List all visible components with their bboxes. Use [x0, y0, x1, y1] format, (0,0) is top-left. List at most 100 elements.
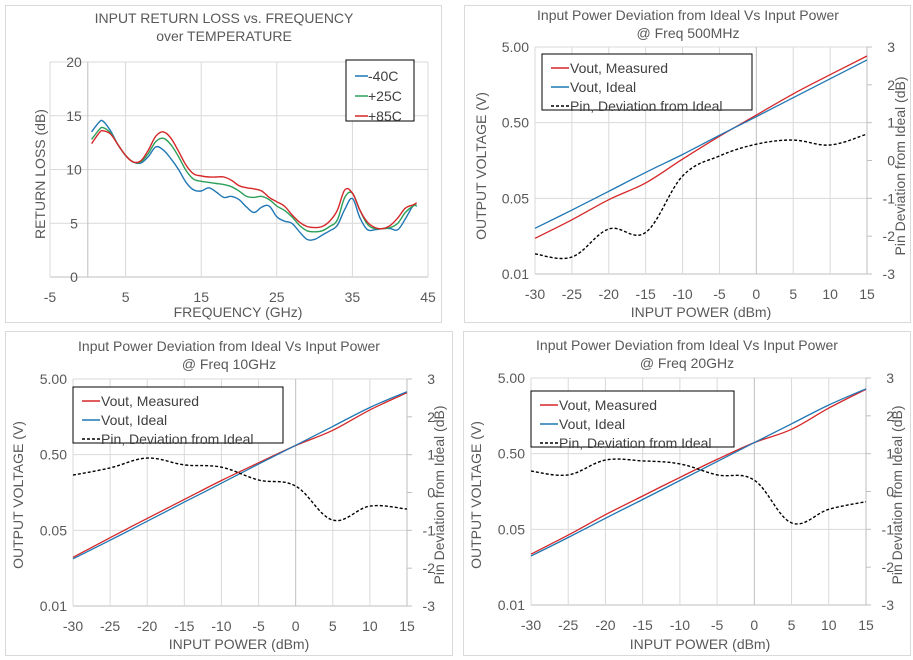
y2-tick-label: -1 — [882, 521, 895, 537]
y2-tick-label: 2 — [887, 77, 895, 93]
return-loss-chart: INPUT RETURN LOSS vs. FREQUENCY over TEM… — [32, 10, 436, 320]
x-tick-label: 35 — [345, 289, 361, 305]
legend-box — [530, 390, 735, 448]
x-tick-label: -30 — [521, 617, 541, 633]
x-tick-label: -10 — [672, 286, 692, 302]
legend-label-vout-measured: Vout, Measured — [101, 393, 199, 409]
return-loss-chart-panel: INPUT RETURN LOSS vs. FREQUENCY over TEM… — [5, 5, 442, 323]
legend-box — [345, 59, 415, 122]
x-tick-label: -15 — [174, 618, 194, 634]
x-tick-label: -5 — [713, 286, 726, 302]
deviation-20ghz-chart-panel: Input Power Deviation from Ideal Vs Inpu… — [463, 331, 911, 656]
y-axis-title: OUTPUT VOLTAGE (V) — [10, 421, 26, 569]
y2-tick-label: -3 — [882, 597, 895, 613]
legend: -40C +25C +85C — [345, 59, 415, 124]
chart-title-line2: @ Freq 20GHz — [640, 355, 734, 371]
y2-tick-label: 1 — [887, 115, 895, 131]
y2-axis-title: Pin Deviation from Ideal (dB) — [431, 406, 447, 585]
y-axis-title: RETURN LOSS (dB) — [32, 109, 48, 239]
legend-label-vout-ideal: Vout, Ideal — [559, 416, 625, 432]
y2-axis-title: Pin Deviation from Ideal (dB) — [892, 77, 908, 256]
y2-tick-label: -2 — [423, 560, 436, 576]
x-tick-label: -15 — [636, 286, 656, 302]
chart-title-line2: @ Freq 10GHz — [182, 356, 276, 372]
x-tick-label: -15 — [633, 617, 653, 633]
tick-labels: 0.010.050.505.00-30 -25 -20 -15 -10 -5 0 5 10 15-… — [498, 370, 894, 633]
x-tick-label: -5 — [252, 618, 265, 634]
gridlines — [49, 61, 429, 278]
x-tick-label: -10 — [670, 617, 690, 633]
x-tick-label: 0 — [750, 617, 758, 633]
x-tick-label: -20 — [137, 618, 157, 634]
y-tick-label: 20 — [66, 54, 82, 70]
deviation-20ghz-chart: Input Power Deviation from Ideal Vs Inpu… — [468, 337, 905, 652]
x-tick-label: -25 — [562, 286, 582, 302]
deviation-10ghz-chart-panel: Input Power Deviation from Ideal Vs Inpu… — [5, 331, 453, 656]
series-line-pin-deviation-from-ideal — [534, 133, 868, 260]
x-tick-label: 0 — [292, 618, 300, 634]
y2-tick-label: 3 — [887, 39, 895, 55]
chart-title-line1: INPUT RETURN LOSS vs. FREQUENCY — [95, 10, 354, 26]
legend-box — [541, 53, 753, 111]
x-tick-label: 5 — [789, 286, 797, 302]
tick-labels: 0.010.050.505.00-30 -25 -20 -15 -10 -5 0 5 10 15-… — [502, 39, 895, 302]
deviation-500mhz-chart: Input Power Deviation from Ideal Vs Inpu… — [473, 7, 908, 320]
series-line-vout-ideal — [534, 59, 868, 229]
x-axis-title: INPUT POWER (dBm) — [631, 304, 772, 320]
legend-label-pin-deviation-from-ideal: Pin, Deviation from Ideal — [101, 431, 254, 447]
y-tick-label: 0.05 — [502, 190, 529, 206]
x-tick-label: 15 — [193, 289, 209, 305]
y-tick-label: 15 — [66, 108, 82, 124]
y-tick-label: 0.50 — [40, 447, 67, 463]
y-tick-label: 5.00 — [40, 371, 67, 387]
x-tick-label: -20 — [599, 286, 619, 302]
y-tick-label: 5 — [70, 215, 78, 231]
y2-tick-label: 0 — [427, 485, 435, 501]
chart-title-line1: Input Power Deviation from Ideal Vs Inpu… — [536, 337, 838, 353]
x-tick-label: -20 — [595, 617, 615, 633]
legend: Vout, Measured Vout, Ideal Pin, Deviation … — [541, 53, 753, 114]
y2-axis-title: Pin Deviation from Ideal (dB) — [889, 406, 905, 585]
series-lines — [91, 119, 418, 241]
x-axis-title: INPUT POWER (dBm) — [169, 636, 310, 652]
series-line-vout-measured — [530, 388, 867, 555]
chart-title-line2: @ Freq 500MHz — [637, 25, 740, 41]
x-tick-label: 10 — [821, 617, 837, 633]
y-tick-label: 0.01 — [40, 598, 67, 614]
y-axis-title: OUTPUT VOLTAGE (V) — [473, 92, 489, 240]
x-tick-label: 15 — [858, 617, 874, 633]
series-line-40c — [91, 119, 417, 241]
y2-tick-label: -3 — [423, 598, 436, 614]
x-tick-label: -30 — [63, 618, 83, 634]
x-axis-title: INPUT POWER (dBm) — [630, 636, 771, 652]
y2-tick-label: 2 — [427, 409, 435, 425]
legend-label-40c: -40C — [368, 68, 398, 84]
x-tick-label: 5 — [788, 617, 796, 633]
x-tick-label: 15 — [859, 286, 875, 302]
y2-tick-label: -1 — [423, 522, 436, 538]
series-line-vout-measured — [72, 392, 408, 558]
series-lines — [530, 388, 867, 557]
series-lines — [534, 55, 868, 260]
y-tick-label: 5.00 — [502, 39, 529, 55]
y-tick-label: 0 — [70, 269, 78, 285]
x-tick-label: 5 — [329, 618, 337, 634]
x-tick-label: 0 — [752, 286, 760, 302]
x-tick-label: -5 — [711, 617, 724, 633]
y-tick-label: 0.01 — [502, 266, 529, 282]
legend-label-vout-measured: Vout, Measured — [570, 60, 668, 76]
legend-label-85c: +85C — [368, 108, 402, 124]
series-line-25c — [91, 126, 417, 233]
series-lines — [72, 391, 408, 560]
x-tick-label: -10 — [211, 618, 231, 634]
y2-tick-label: -1 — [883, 190, 896, 206]
series-line-pin-deviation-from-ideal — [72, 457, 408, 522]
x-tick-label: -25 — [100, 618, 120, 634]
x-tick-label: 25 — [269, 289, 285, 305]
x-tick-label: -25 — [558, 617, 578, 633]
y2-tick-label: -2 — [882, 559, 895, 575]
series-line-pin-deviation-from-ideal — [530, 458, 867, 525]
legend: Vout, Measured Vout, Ideal Pin, Deviation … — [72, 386, 284, 447]
y-tick-label: 0.01 — [498, 597, 525, 613]
legend-label-pin-deviation-from-ideal: Pin, Deviation from Ideal — [559, 435, 712, 451]
